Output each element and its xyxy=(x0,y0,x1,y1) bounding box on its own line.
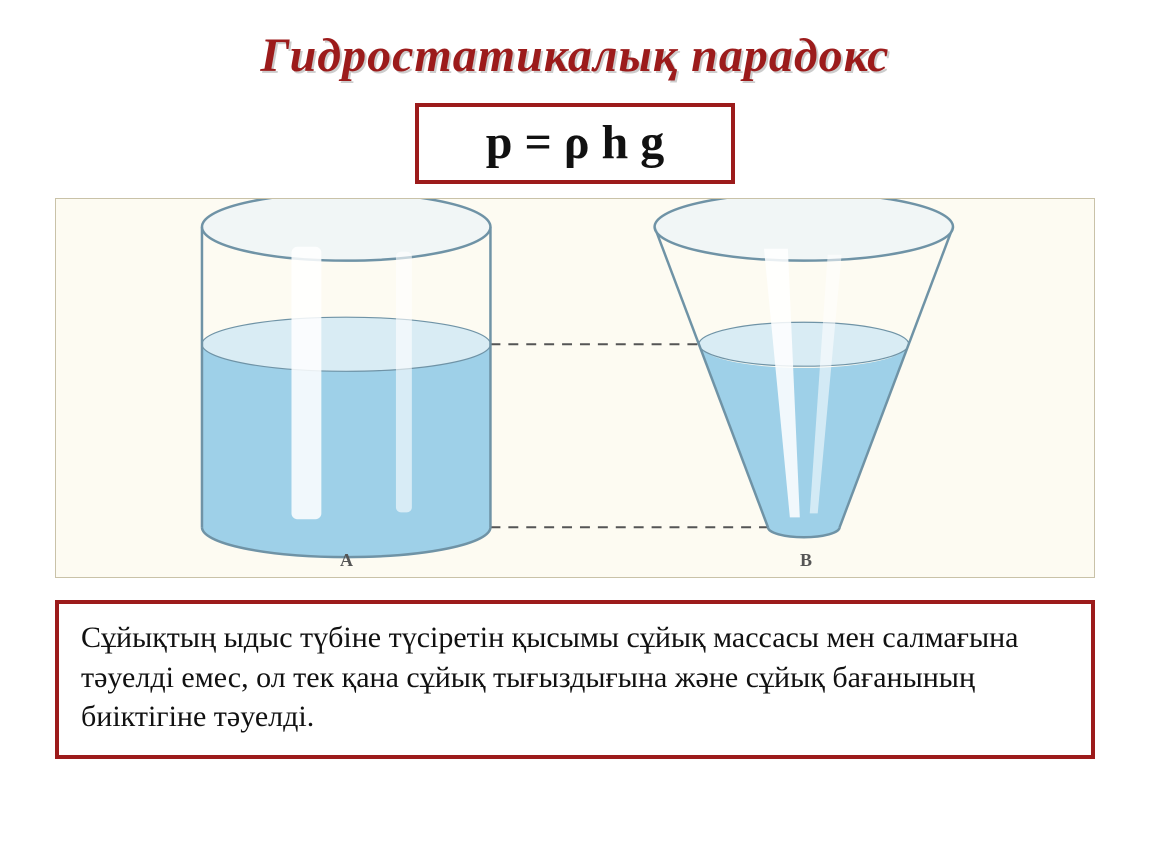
page-title: Гидростатикалық парадокс xyxy=(0,0,1150,83)
vessels-svg xyxy=(56,199,1094,577)
vessel-label-a: A xyxy=(340,550,353,571)
formula-box: p = ρ h g xyxy=(415,103,735,184)
description-text: Сұйықтың ыдыс түбіне түсіретін қысымы сұ… xyxy=(81,618,1069,737)
diagram-frame: A B xyxy=(55,198,1095,578)
description-box: Сұйықтың ыдыс түбіне түсіретін қысымы сұ… xyxy=(55,600,1095,759)
vessel-label-b: B xyxy=(800,550,812,571)
formula-text: p = ρ h g xyxy=(486,116,664,169)
